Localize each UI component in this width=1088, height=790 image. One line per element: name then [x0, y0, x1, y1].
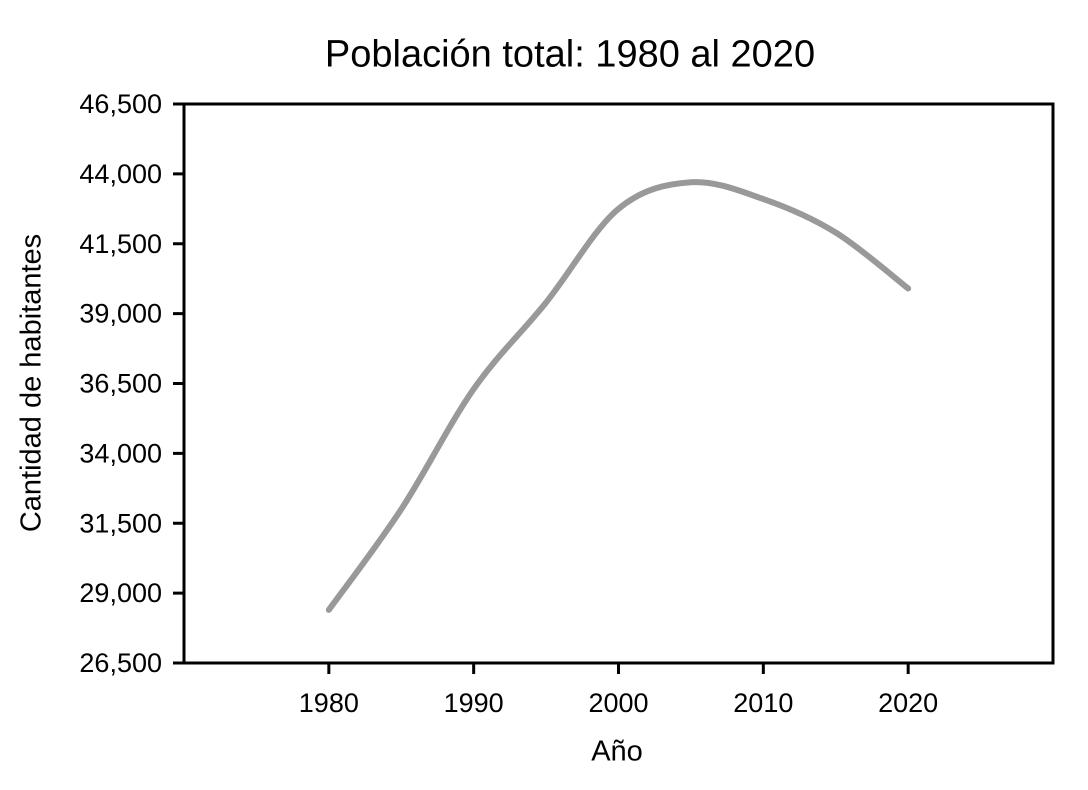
y-tick-label: 34,000 — [79, 438, 162, 468]
y-tick-label: 31,500 — [79, 508, 162, 538]
y-tick-label: 41,500 — [79, 229, 162, 259]
x-tick-label: 2020 — [878, 688, 938, 718]
x-axis-label: Año — [591, 735, 643, 768]
x-tick-label: 1990 — [444, 688, 504, 718]
y-tick-label: 44,000 — [79, 159, 162, 189]
chart-title: Población total: 1980 al 2020 — [324, 33, 816, 76]
y-tick-label: 36,500 — [79, 369, 162, 399]
x-tick-label: 2000 — [588, 688, 648, 718]
plot-frame — [182, 102, 1055, 665]
y-tick-label: 46,500 — [79, 89, 162, 119]
y-tick-label: 29,000 — [79, 578, 162, 608]
population-line — [325, 179, 912, 613]
x-tick-label: 1980 — [299, 688, 359, 718]
x-tick-label: 2010 — [733, 688, 793, 718]
y-tick-label: 39,000 — [79, 299, 162, 329]
y-tick-label: 26,500 — [79, 648, 162, 678]
